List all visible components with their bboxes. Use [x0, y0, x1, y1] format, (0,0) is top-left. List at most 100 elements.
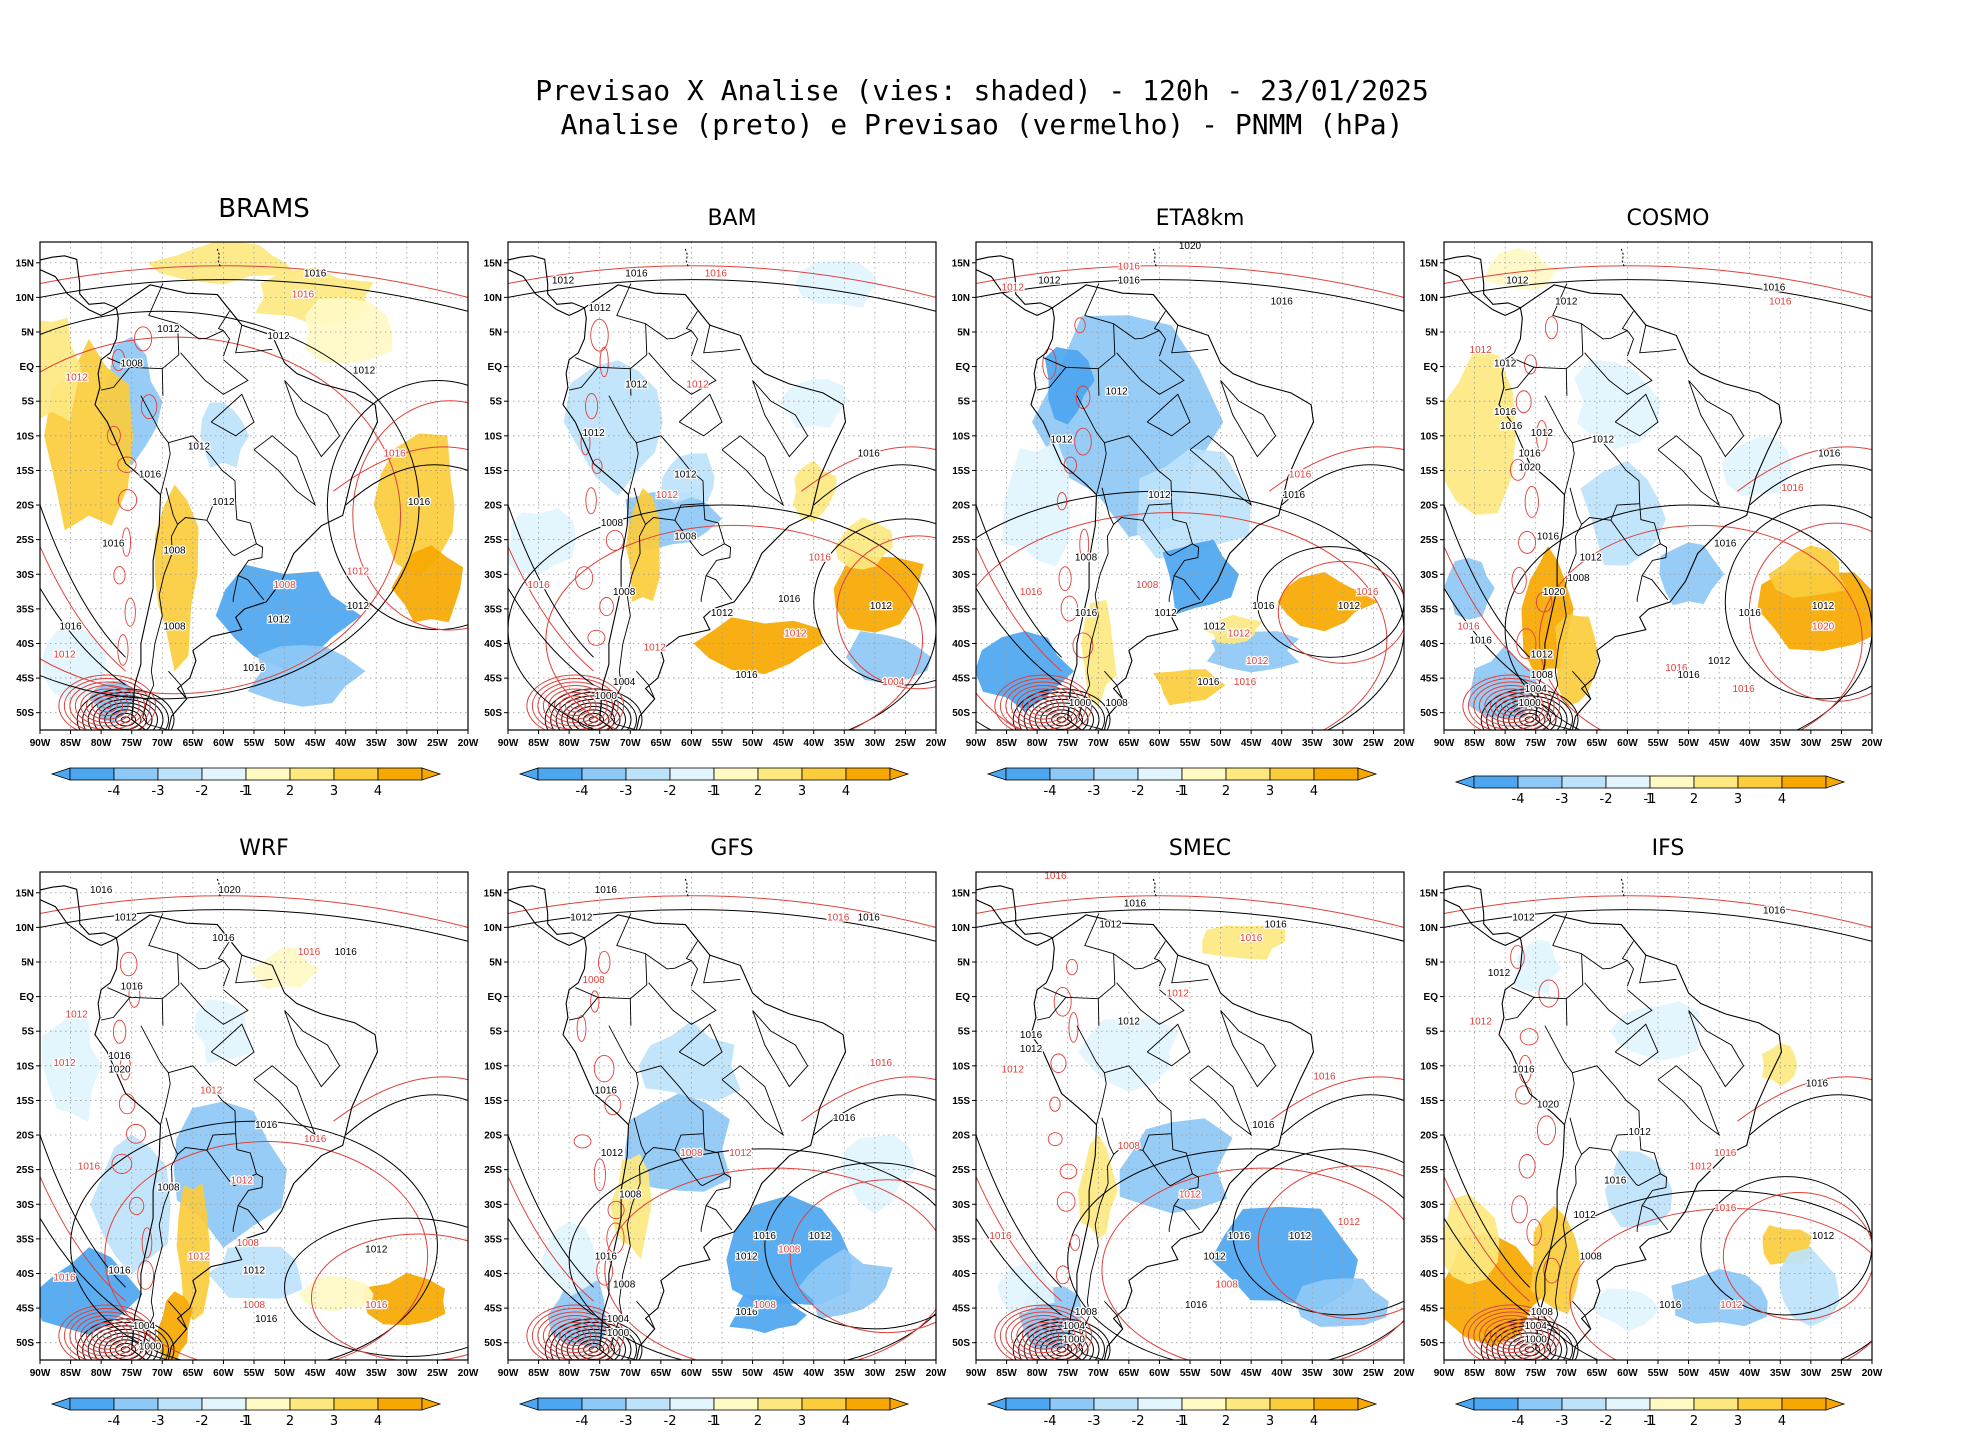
colorbar: -4 -3 -2 -11 2 3 4: [986, 1397, 1378, 1429]
isobar-label: 1016: [858, 912, 881, 923]
lat-tick-label: 5S: [22, 1027, 35, 1038]
colorbar-swatch: [1225, 1397, 1271, 1411]
colorbar-swatch: [1693, 775, 1739, 789]
isobar-label: 1016: [1271, 296, 1294, 307]
lon-tick-label: 70W: [1556, 738, 1577, 749]
colorbar: -4 -3 -2 -11 2 3 4: [1454, 1397, 1846, 1429]
colorbar-swatch: [1649, 775, 1695, 789]
isobar-label: 1016: [1118, 276, 1141, 287]
isobar-label: 1016: [1806, 1079, 1829, 1090]
colorbar-swatch: [1605, 1397, 1651, 1411]
colorbar-swatch: [537, 767, 583, 781]
lat-tick-label: 10S: [1420, 1061, 1438, 1072]
lat-tick-label: 40S: [484, 639, 502, 650]
lat-tick-label: 10S: [952, 1061, 970, 1072]
bias-region: [373, 433, 455, 578]
isobar-labels: 1012101610121012101610201016101210161012…: [1468, 904, 1836, 1347]
isobar-label: 1016: [1234, 677, 1257, 688]
isobar-label: 1012: [1289, 1231, 1312, 1242]
bias-region: [1081, 600, 1117, 708]
lat-tick-label: 10N: [16, 293, 34, 304]
lat-tick-label: EQ: [488, 992, 503, 1003]
isobar-label: 1016: [243, 663, 266, 674]
isobar-label: 1020: [1543, 587, 1566, 598]
colorbar-swatch: [845, 767, 891, 781]
lon-tick-label: 35W: [1302, 1368, 1323, 1379]
bias-region: [845, 631, 932, 684]
isobar-label: 1004: [882, 677, 905, 688]
isobar-label: 1016: [1714, 1203, 1737, 1214]
panel-title: ETA8km: [1155, 206, 1245, 231]
colorbar-swatch: [1049, 1397, 1095, 1411]
lat-tick-label: 50S: [484, 708, 502, 719]
lat-tick-label: 40S: [16, 1269, 34, 1280]
colorbar-label: 1: [710, 1414, 718, 1429]
isobar-label: 1012: [1338, 1217, 1361, 1228]
lon-tick-label: 25W: [427, 738, 448, 749]
isobar-label: 1016: [1714, 539, 1737, 550]
isobar-label: 1016: [1313, 1072, 1336, 1083]
bias-region: [1078, 1134, 1118, 1240]
isobar-label: 1016: [1356, 587, 1379, 598]
colorbar-swatch: [69, 767, 115, 781]
lon-tick-label: 85W: [60, 1368, 81, 1379]
bias-region: [839, 1134, 917, 1214]
lon-tick-label: 45W: [1241, 738, 1262, 749]
isobar-label: 1016: [1769, 296, 1792, 307]
colorbar-label: 4: [374, 1414, 382, 1429]
lat-tick-label: 10N: [1420, 923, 1438, 934]
colorbar-label: -2: [1600, 792, 1613, 807]
isobar-label: 1012: [809, 1231, 832, 1242]
isobar-label: 1012: [552, 276, 575, 287]
lon-tick-label: 25W: [427, 1368, 448, 1379]
bias-shading: [996, 925, 1389, 1351]
bias-region: [1779, 1247, 1840, 1327]
isobar-label: 1008: [680, 1148, 703, 1159]
colorbar-label: -2: [1600, 1414, 1613, 1429]
lon-tick-label: 60W: [1149, 1368, 1170, 1379]
lat-tick-label: 15S: [1420, 466, 1438, 477]
lon-tick-label: 40W: [335, 1368, 356, 1379]
isobar-label: 1008: [121, 359, 144, 370]
isobar-label: 1008: [582, 975, 605, 986]
isobar-label: 1016: [1500, 421, 1523, 432]
colorbar-swatch: [333, 767, 379, 781]
isobar-label: 1012: [1506, 276, 1529, 287]
lon-tick-label: 50W: [1210, 1368, 1231, 1379]
isobar-label: 1016: [1264, 919, 1287, 930]
lon-tick-label: 45W: [305, 738, 326, 749]
lon-tick-label: 35W: [834, 1368, 855, 1379]
axis-ticks: 15N 10N 5N EQ 5S 10S 15S 20S 25S 30S 35S 40S 45S 50S 9…: [16, 258, 479, 749]
lon-tick-label: 25W: [1831, 1368, 1852, 1379]
isobar-label: 1012: [1580, 552, 1603, 563]
panel-title: GFS: [710, 836, 754, 861]
colorbar-label: -1: [1644, 1414, 1657, 1429]
lat-tick-label: 45S: [952, 1304, 970, 1315]
lat-tick-label: 5N: [21, 957, 34, 968]
bias-region: [624, 1093, 731, 1192]
lon-tick-label: 65W: [1119, 738, 1140, 749]
isobar-label: 1012: [1038, 276, 1061, 287]
bias-region: [362, 1272, 446, 1326]
lon-tick-label: 65W: [651, 1368, 672, 1379]
lon-tick-label: 50W: [274, 1368, 295, 1379]
isobar-label: 1012: [1488, 968, 1511, 979]
isobar-label: 1012: [1812, 1231, 1835, 1242]
isobar-label: 1016: [1075, 608, 1098, 619]
isobar-label: 1016: [53, 1272, 76, 1283]
lon-tick-label: 45W: [773, 1368, 794, 1379]
lat-tick-label: 25S: [16, 1165, 34, 1176]
colorbar-label: 1: [242, 1414, 250, 1429]
lat-tick-label: 5N: [957, 327, 970, 338]
panel-title: BAM: [707, 206, 757, 231]
isobar-label: 1012: [1338, 601, 1361, 612]
isobar-label: 1008: [754, 1300, 777, 1311]
lon-tick-label: 85W: [60, 738, 81, 749]
isobar-label: 1012: [1228, 629, 1251, 640]
isobar-label: 1020: [1537, 1099, 1560, 1110]
bias-region: [147, 242, 296, 285]
isobar-label: 1016: [858, 449, 881, 460]
map-panel-eta8km: ETA8km 1020 1016 1016 1012 1012 1016 1012 1012 10…: [946, 190, 1436, 799]
isobar-contours: [508, 265, 936, 730]
lat-tick-label: 35S: [1420, 1234, 1438, 1245]
